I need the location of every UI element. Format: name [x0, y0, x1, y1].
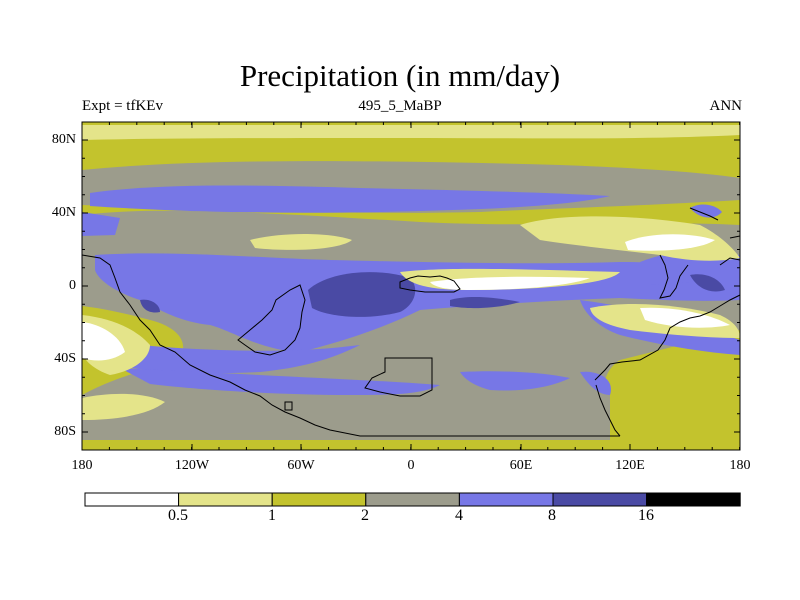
purple-southern-tail — [120, 368, 440, 395]
y-tick-0: 0 — [69, 278, 76, 293]
experiment-label: Expt = tfKEv — [82, 98, 163, 114]
purple-japan — [690, 204, 722, 218]
x-tick-120e: 120E — [615, 458, 645, 473]
colorbar-box — [271, 492, 367, 507]
purple-north — [90, 185, 610, 213]
coast-africa — [399, 275, 461, 293]
y-tick-80n: 80N — [51, 132, 76, 147]
white-itcz — [430, 276, 590, 290]
white-east — [640, 307, 730, 328]
map-title: Precipitation (in mm/day) — [239, 58, 561, 93]
coast-island-small — [284, 401, 293, 411]
yellow-pacific — [520, 216, 740, 261]
colorbar-label-16: 16 — [638, 507, 654, 524]
coast-step-east — [729, 235, 741, 239]
y-tick-40n: 40N — [51, 205, 76, 220]
darkblue-east — [690, 274, 725, 292]
x-tick-0: 0 — [407, 458, 415, 473]
colorbar-box — [552, 492, 648, 507]
season-label: ANN — [709, 98, 743, 114]
colorbar-label-2: 2 — [361, 507, 369, 524]
coastlines — [81, 207, 741, 437]
y-tick-80s: 80S — [54, 424, 76, 439]
x-tick-120w: 120W — [174, 458, 210, 473]
precip-field — [82, 122, 740, 450]
axis-ticks — [81, 122, 741, 450]
purple-dark-s-america — [580, 371, 611, 395]
colorbar-box — [458, 492, 554, 507]
colorbar-label-4: 4 — [455, 507, 463, 524]
coast-antarctic-island — [364, 357, 433, 397]
x-tick-60e: 60E — [509, 458, 533, 473]
coast-south-america-east — [237, 284, 306, 356]
purple-far-south — [460, 371, 570, 391]
coast-australia — [594, 294, 741, 381]
x-tick-180w: 180 — [71, 458, 93, 473]
colorbar — [84, 492, 741, 507]
yellow-island — [250, 234, 352, 250]
white-southwest — [82, 322, 125, 361]
darkblue-pacific — [308, 272, 416, 317]
colorbar-box — [84, 492, 180, 507]
time-label: 495_5_MaBP — [358, 98, 442, 114]
x-tick-180e: 180 — [729, 458, 751, 473]
coast-japan — [689, 207, 719, 221]
white-pacific — [625, 234, 715, 251]
coast-east-asia — [659, 254, 689, 299]
colorbar-box — [178, 492, 273, 507]
colorbar-label-0-5: 0.5 — [168, 507, 188, 524]
colorbar-label-8: 8 — [548, 507, 556, 524]
colorbar-box — [365, 492, 460, 507]
purple-nw-edge — [82, 212, 120, 236]
x-tick-60w: 60W — [287, 458, 315, 473]
yellow-north-edge — [82, 125, 740, 140]
coast-ne — [719, 257, 741, 266]
yellow-south-lower — [82, 393, 165, 420]
colorbar-box — [646, 492, 741, 507]
purple-south — [82, 335, 360, 374]
colorbar-label-1: 1 — [268, 507, 276, 524]
darkblue-west — [140, 299, 160, 313]
coast-americas — [81, 254, 620, 437]
darkblue-africa — [450, 296, 520, 309]
coast-australia-inner — [595, 384, 621, 437]
y-tick-40s: 40S — [54, 351, 76, 366]
